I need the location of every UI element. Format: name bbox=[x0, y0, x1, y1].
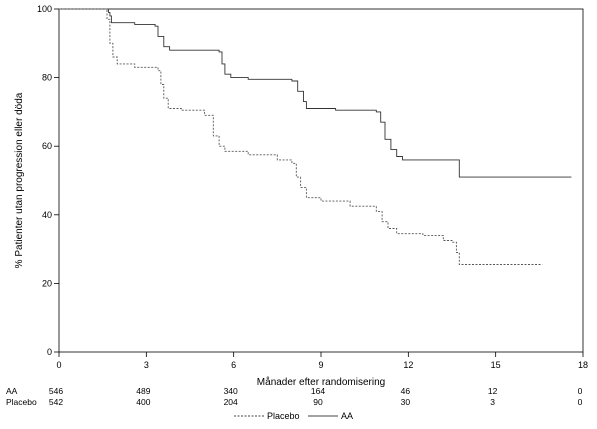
risk-table-cell: 542 bbox=[49, 397, 63, 407]
series-line-aa bbox=[59, 8, 572, 178]
risk-table-cell: 546 bbox=[49, 386, 63, 396]
x-tick-label: 6 bbox=[231, 360, 236, 370]
x-tick-label: 12 bbox=[403, 360, 413, 370]
risk-table-cell: 489 bbox=[136, 386, 150, 396]
y-tick-label: 80 bbox=[42, 73, 52, 83]
legend-label-placebo: Placebo bbox=[267, 411, 300, 421]
y-tick-label: 60 bbox=[42, 141, 52, 151]
risk-table-cell: 12 bbox=[488, 386, 498, 396]
y-axis-label: % Patienter utan progression eller döda bbox=[14, 92, 25, 268]
y-axis: 0 20 40 60 80 100 bbox=[37, 4, 59, 357]
y-tick-label: 0 bbox=[47, 347, 52, 357]
risk-table-cell: 400 bbox=[136, 397, 150, 407]
risk-table-cell: 30 bbox=[401, 397, 411, 407]
risk-table-cell: 90 bbox=[313, 397, 323, 407]
risk-table-cell: 340 bbox=[224, 386, 238, 396]
risk-table-row-label: AA bbox=[6, 386, 18, 396]
legend: Placebo AA bbox=[234, 411, 353, 421]
x-tick-label: 15 bbox=[491, 360, 501, 370]
risk-table-cell: 0 bbox=[578, 386, 583, 396]
x-axis-label: Månader efter randomisering bbox=[257, 376, 385, 388]
series-layer bbox=[59, 8, 572, 265]
y-tick-label: 100 bbox=[37, 4, 52, 14]
risk-table-cell: 0 bbox=[578, 397, 583, 407]
x-tick-label: 3 bbox=[144, 360, 149, 370]
x-tick-label: 18 bbox=[578, 360, 588, 370]
series-line-placebo bbox=[59, 8, 543, 265]
risk-table-cell: 204 bbox=[224, 397, 238, 407]
legend-label-aa: AA bbox=[341, 411, 353, 421]
risk-table-cell: 3 bbox=[490, 397, 495, 407]
y-tick-label: 40 bbox=[42, 210, 52, 220]
risk-table-row-label: Placebo bbox=[6, 397, 37, 407]
risk-table-cell: 164 bbox=[311, 386, 325, 396]
x-axis: 0 3 6 9 12 15 18 bbox=[56, 352, 588, 370]
risk-table-cell: 46 bbox=[401, 386, 411, 396]
x-tick-label: 9 bbox=[318, 360, 323, 370]
y-tick-label: 20 bbox=[42, 278, 52, 288]
x-tick-label: 0 bbox=[56, 360, 61, 370]
